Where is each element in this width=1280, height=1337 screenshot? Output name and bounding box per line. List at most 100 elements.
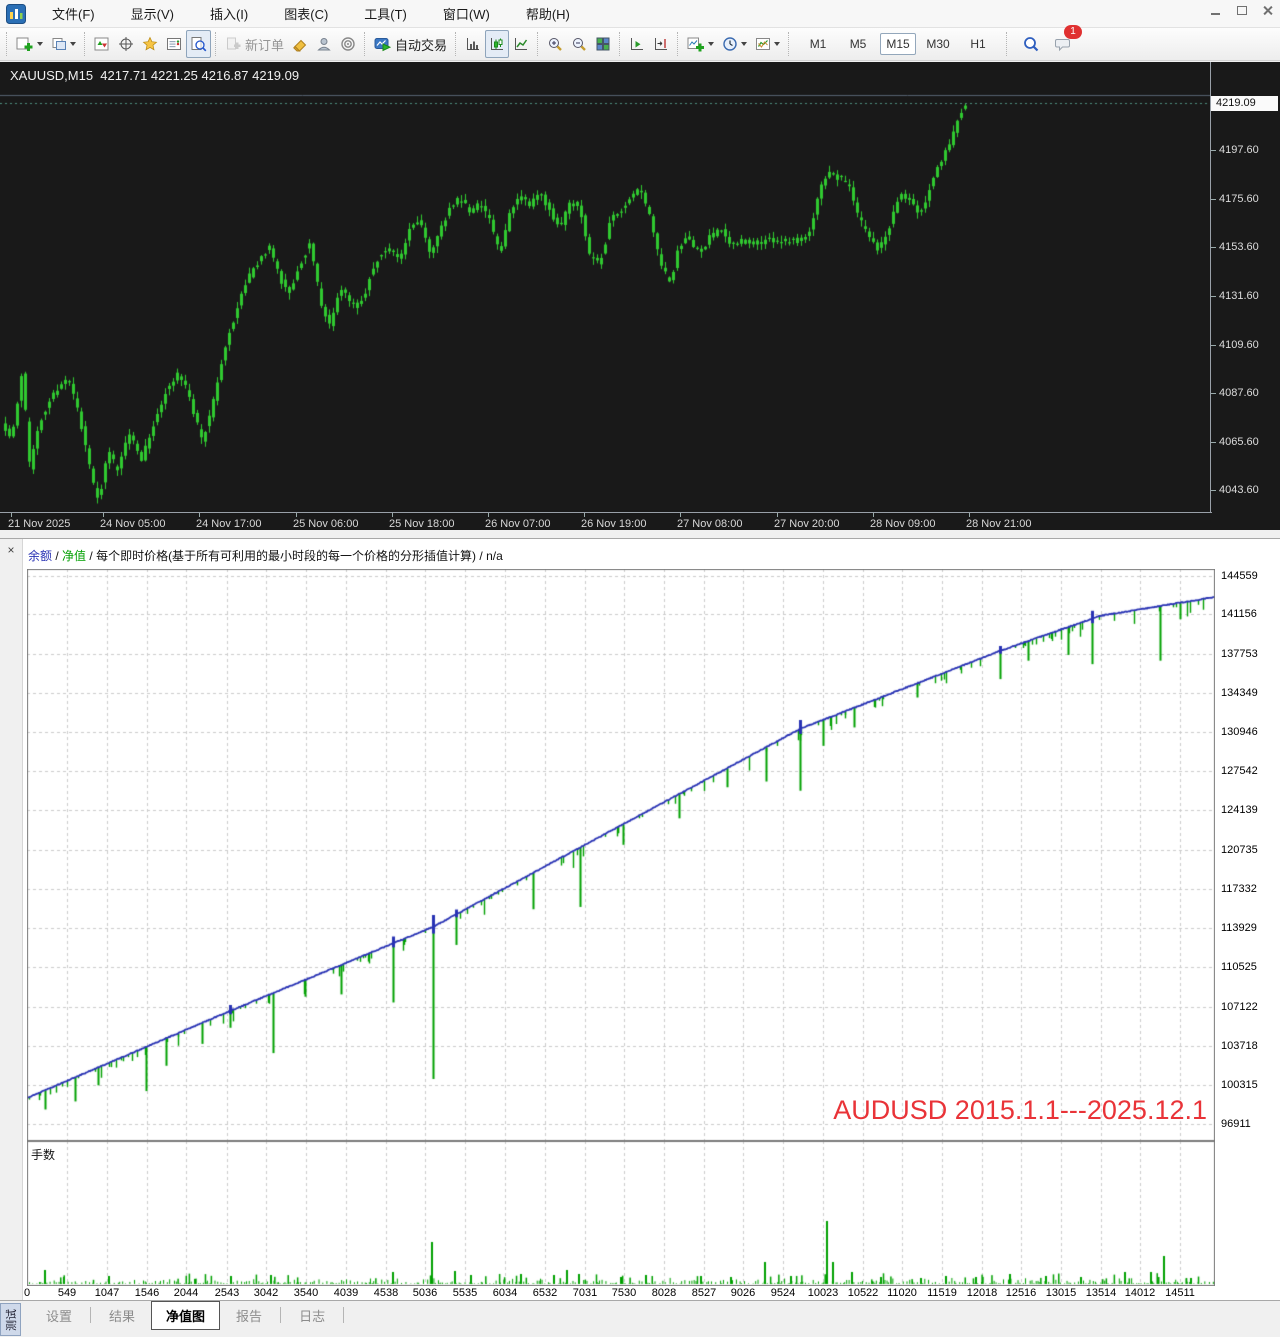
- time-axis-border: [0, 512, 1212, 513]
- time-tick-label: 27 Nov 08:00: [677, 513, 743, 530]
- equity-y-tick-label: 110525: [1221, 961, 1257, 973]
- price-axis-border: [1210, 62, 1211, 512]
- eraser-button[interactable]: [288, 30, 312, 58]
- equity-x-tick-label: 12018: [966, 1287, 998, 1299]
- timeframe-button-m1[interactable]: M1: [809, 37, 827, 51]
- tester-tab-4[interactable]: 报告: [236, 1308, 263, 1324]
- timeframe-button-m15[interactable]: M15: [880, 33, 917, 55]
- equity-x-tick-label: 11519: [927, 1287, 957, 1299]
- auto-trading-button[interactable]: 自动交易: [370, 30, 451, 58]
- equity-x-tick-label: 9524: [770, 1287, 796, 1299]
- new-chart-button[interactable]: [12, 30, 47, 58]
- toolbar-separator: [619, 32, 621, 56]
- time-tick-label: 25 Nov 06:00: [293, 513, 359, 530]
- zoom-out-icon: [573, 38, 586, 51]
- market-watch-icon: [94, 37, 109, 51]
- price-tick-label: 4043.60: [1211, 484, 1259, 496]
- search-button[interactable]: [1018, 30, 1044, 58]
- tile-windows-icon: [596, 37, 610, 51]
- equity-x-tick-label: 8028: [651, 1287, 677, 1299]
- timeframe-button-m30[interactable]: M30: [926, 37, 950, 51]
- time-tick-label: 26 Nov 07:00: [485, 513, 551, 530]
- time-tick-label: 24 Nov 05:00: [100, 513, 166, 530]
- equity-x-tick-label: 7530: [611, 1287, 637, 1299]
- menu-item[interactable]: 图表(C): [284, 6, 329, 22]
- strategy-tester-button[interactable]: [186, 30, 211, 58]
- zoom-in-button[interactable]: [543, 30, 567, 58]
- tester-tab-1[interactable]: 设置: [46, 1308, 73, 1324]
- tester-tab-5[interactable]: 日志: [299, 1308, 326, 1324]
- chart-close-icon[interactable]: [1262, 5, 1274, 16]
- timeframe-button-h1[interactable]: H1: [970, 37, 986, 51]
- tester-vertical-tab-label: 测试: [5, 1308, 18, 1331]
- dropdown-arrow-icon[interactable]: [37, 42, 43, 46]
- candlestick-mode-button[interactable]: [485, 30, 510, 58]
- menu-item[interactable]: 帮助(H): [525, 6, 570, 22]
- notifications-button[interactable]: 1: [1050, 25, 1083, 58]
- menu-item[interactable]: 窗口(W): [442, 6, 490, 22]
- templates-button[interactable]: [751, 30, 784, 58]
- chart-shift-icon: [655, 38, 668, 50]
- panel-splitter[interactable]: [0, 530, 1280, 538]
- tile-windows-button[interactable]: [591, 30, 615, 58]
- favorites-button[interactable]: [138, 30, 162, 58]
- equity-y-tick-label: 144559: [1221, 570, 1258, 582]
- auto-scroll-icon: [631, 38, 644, 50]
- bar-chart-icon: [467, 38, 480, 50]
- equity-x-tick-label: 14012: [1124, 1287, 1156, 1299]
- lots-chart-canvas[interactable]: [27, 1141, 1215, 1286]
- na-label: n/a: [486, 549, 503, 563]
- timeframe-button-m5[interactable]: M5: [849, 37, 867, 51]
- market-watch-button[interactable]: [90, 30, 114, 58]
- equity-x-tick-label: 10522: [847, 1287, 879, 1299]
- depth-of-market-button[interactable]: [312, 30, 336, 58]
- tester-tab-2[interactable]: 结果: [109, 1308, 136, 1324]
- menu-item[interactable]: 工具(T): [364, 6, 407, 22]
- toolbar-separator: [455, 32, 457, 56]
- equity-x-tick-label: 2044: [173, 1287, 199, 1299]
- equity-y-tick-label: 141156: [1221, 608, 1257, 620]
- periods-button[interactable]: [718, 30, 751, 58]
- dropdown-arrow-icon[interactable]: [708, 42, 715, 46]
- menu-item[interactable]: 文件(F): [52, 6, 95, 22]
- toolbar-separator: [677, 32, 679, 56]
- indicators-button[interactable]: [683, 30, 718, 58]
- equity-y-tick-label: 127542: [1221, 765, 1258, 777]
- bar-chart-mode-button[interactable]: [461, 30, 485, 58]
- dropdown-arrow-icon[interactable]: [70, 42, 76, 46]
- menu-items: 文件(F) 显示(V) 插入(I) 图表(C) 工具(T) 窗口(W) 帮助(H): [34, 4, 588, 24]
- chart-shift-button[interactable]: [649, 30, 673, 58]
- chart-restore-icon[interactable]: [1236, 5, 1248, 16]
- tester-tab-3[interactable]: 净值图: [151, 1300, 221, 1330]
- strategy-tester-panel: × 余额 / 净值 / 每个即时价格(基于所有可利用的最小时段的每一个价格的分形…: [0, 538, 1280, 1301]
- line-chart-mode-button[interactable]: [509, 30, 533, 58]
- equity-x-tick-label: 5036: [412, 1287, 438, 1299]
- menu-item[interactable]: 插入(I): [209, 6, 249, 22]
- time-tick-label: 25 Nov 18:00: [389, 513, 455, 530]
- dropdown-arrow-icon[interactable]: [741, 42, 748, 46]
- equity-x-tick-label: 12516: [1005, 1287, 1037, 1299]
- crosshair-button[interactable]: [114, 30, 138, 58]
- equity-chart-canvas[interactable]: [27, 569, 1215, 1141]
- toolbar-separator: [364, 32, 366, 56]
- candlestick-chart-canvas[interactable]: [0, 62, 1210, 512]
- equity-x-tick-label: 13015: [1045, 1287, 1077, 1299]
- equity-x-tick-label: 3540: [293, 1287, 319, 1299]
- zoom-out-button[interactable]: [567, 30, 591, 58]
- profiles-button[interactable]: [47, 30, 80, 58]
- notification-badge: 1: [1064, 25, 1083, 39]
- tester-vertical-tab[interactable]: 测试: [0, 1303, 21, 1336]
- terminal-list-icon: [167, 38, 181, 50]
- spiral-button[interactable]: [336, 30, 360, 58]
- new-order-button[interactable]: 新订单: [221, 30, 288, 58]
- dropdown-arrow-icon[interactable]: [774, 42, 781, 46]
- chart-minimize-icon[interactable]: [1210, 5, 1222, 16]
- terminal-button[interactable]: [162, 30, 186, 58]
- equity-y-tick-label: 96911: [1221, 1118, 1251, 1130]
- balance-legend-label: 余额: [28, 549, 53, 563]
- auto-scroll-button[interactable]: [625, 30, 649, 58]
- tab-separator: [280, 1307, 282, 1323]
- tester-close-button[interactable]: ×: [7, 543, 15, 557]
- menu-item[interactable]: 显示(V): [130, 6, 174, 22]
- zoom-in-icon: [549, 38, 562, 51]
